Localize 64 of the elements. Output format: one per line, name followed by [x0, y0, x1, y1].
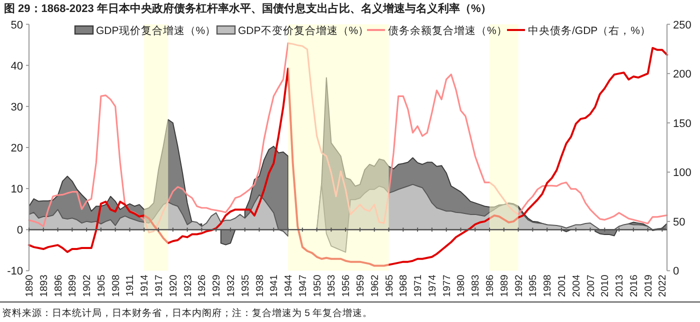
- chart-title: 图 29：1868-2023 年日本中央政府债务杠杆率水平、国债付息支出占比、名义增速与名义利率（%）: [4, 2, 492, 15]
- legend-label: GDP不变价复合增速（%）: [238, 24, 370, 37]
- legend-label: GDP现价复合增速（%）: [96, 24, 216, 37]
- x-tick-label: 1947: [298, 274, 309, 297]
- y-tick-label: 50: [10, 19, 23, 32]
- x-tick-label: 1995: [528, 274, 540, 297]
- x-tick-label: 1893: [38, 274, 50, 297]
- legend-label: 债务余额复合增速（%）: [388, 24, 508, 37]
- x-tick-label: 1974: [427, 274, 438, 297]
- y2-tick-label: 250: [673, 19, 692, 32]
- y-tick-label: 0: [16, 224, 23, 237]
- y-tick-label: 20: [10, 142, 23, 154]
- x-tick-label: 1896: [53, 274, 64, 297]
- x-tick-label: 1962: [370, 274, 381, 297]
- x-tick-label: 1890: [24, 274, 36, 297]
- y2-tick-label: 0: [673, 266, 680, 278]
- y-tick-label: 40: [10, 60, 23, 72]
- x-tick-label: 1959: [355, 274, 366, 297]
- x-tick-label: 1899: [68, 274, 79, 297]
- x-tick-label: 1932: [226, 274, 237, 297]
- x-tick-label: 1944: [284, 274, 295, 297]
- x-tick-label: 1983: [470, 274, 482, 297]
- y-tick-label: -10: [7, 266, 23, 278]
- x-tick-label: 2016: [628, 274, 640, 297]
- x-tick-label: 1929: [212, 274, 223, 297]
- x-tick-label: 1920: [168, 274, 180, 297]
- x-tick-label: 1935: [240, 274, 252, 297]
- legend-label: 中央债务/GDP（右，%）: [528, 24, 652, 37]
- x-tick-label: 1980: [456, 274, 468, 297]
- x-tick-label: 1938: [254, 274, 266, 297]
- x-tick-label: 1971: [413, 274, 424, 297]
- y2-tick-label: 200: [673, 68, 692, 81]
- y-tick-label: 10: [10, 184, 23, 196]
- x-tick-label: 1914: [140, 274, 151, 297]
- x-tick-label: 2004: [571, 274, 582, 297]
- text: 资料来源：日本统计局，日本财务省，日本内阁府；注：复合增速为 5 年复合增速。: [2, 307, 373, 319]
- x-tick-label: 2013: [614, 274, 626, 297]
- x-tick-label: 2019: [643, 274, 654, 297]
- x-tick-label: 1992: [514, 274, 525, 297]
- x-tick-label: 1965: [384, 274, 396, 297]
- x-tick-label: 2010: [600, 274, 612, 297]
- x-tick-label: 2007: [586, 274, 597, 297]
- x-tick-label: 1905: [96, 274, 108, 297]
- y2-tick-label: 150: [673, 118, 692, 130]
- x-tick-label: 2022: [658, 274, 669, 297]
- x-tick-label: 1953: [326, 274, 338, 297]
- x-tick-label: 1989: [499, 274, 510, 297]
- y-tick-label: 30: [10, 101, 23, 114]
- x-tick-label: 1908: [110, 274, 122, 297]
- x-tick-label: 2001: [556, 274, 568, 297]
- x-tick-label: 1977: [442, 274, 453, 297]
- x-tick-label: 1926: [197, 274, 208, 297]
- x-tick-label: 1968: [398, 274, 410, 297]
- x-tick-label: 1950: [312, 274, 324, 297]
- y2-tick-label: 100: [673, 167, 692, 180]
- x-tick-label: 1998: [542, 274, 554, 297]
- x-tick-label: 1986: [485, 274, 496, 297]
- x-tick-label: 1917: [154, 274, 166, 297]
- x-tick-label: 1911: [125, 274, 136, 296]
- x-tick-label: 1923: [182, 274, 194, 297]
- x-tick-label: 1956: [341, 274, 352, 297]
- x-tick-label: 1902: [82, 274, 94, 297]
- y2-tick-label: 50: [673, 216, 686, 228]
- x-tick-label: 1941: [269, 274, 280, 297]
